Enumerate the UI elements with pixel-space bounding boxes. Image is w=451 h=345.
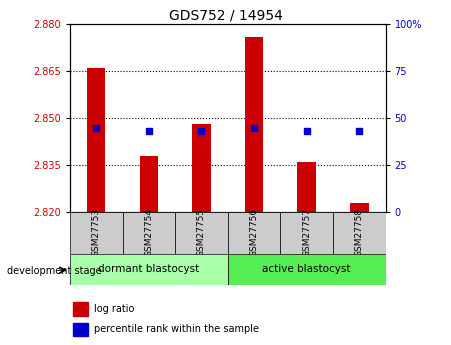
Point [356,129,363,134]
Bar [245,37,263,212]
Point [198,129,205,134]
Text: percentile rank within the sample: percentile rank within the sample [94,324,259,334]
Text: GSM27756: GSM27756 [249,208,258,257]
Bar [192,125,211,212]
Bar [333,212,386,254]
Bar [140,156,158,212]
Bar [87,68,106,212]
Bar [281,212,333,254]
Text: GSM27757: GSM27757 [302,208,311,257]
Bar [73,323,88,336]
Bar [175,212,228,254]
Text: dormant blastocyst: dormant blastocyst [98,264,199,274]
Bar [350,203,368,212]
Point [303,129,310,134]
Bar [70,212,123,254]
Bar [123,212,175,254]
Text: GSM27755: GSM27755 [197,208,206,257]
Text: development stage: development stage [7,266,101,276]
Text: GSM27754: GSM27754 [144,208,153,257]
Text: GDS752 / 14954: GDS752 / 14954 [169,9,282,23]
Bar [298,162,316,212]
Point [250,125,258,130]
Bar [73,302,88,316]
Bar [70,254,228,285]
Text: GSM27753: GSM27753 [92,208,101,257]
Text: log ratio: log ratio [94,304,135,314]
Text: GSM27758: GSM27758 [355,208,364,257]
Point [145,129,152,134]
Point [92,125,100,130]
Text: active blastocyst: active blastocyst [262,264,351,274]
Bar [228,254,386,285]
Bar [228,212,281,254]
